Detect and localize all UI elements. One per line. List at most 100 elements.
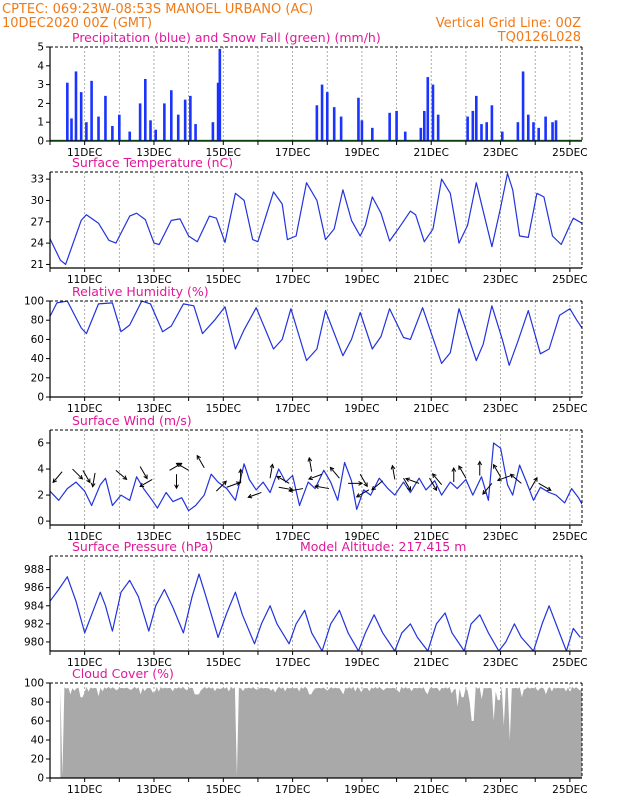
precip-bar bbox=[90, 80, 93, 141]
x-tick-label: 25DEC bbox=[552, 403, 587, 415]
wind-vector bbox=[269, 464, 274, 479]
wind-vector bbox=[458, 465, 467, 479]
wind-arrowhead bbox=[122, 475, 128, 481]
x-tick-label: 23DEC bbox=[483, 147, 518, 159]
precip-bar bbox=[480, 124, 483, 141]
humidity-panel: Relative Humidity (%) 0 20 40 60 80 100 11DEC 13… bbox=[24, 284, 588, 415]
x-tick-label: 15DEC bbox=[206, 784, 241, 796]
wind-vector bbox=[497, 475, 512, 481]
precip-bar bbox=[360, 120, 364, 141]
x-tick-label: 15DEC bbox=[206, 403, 241, 415]
precip-bar bbox=[74, 71, 78, 141]
y-tick-label: 2 bbox=[37, 98, 44, 110]
wind-vector bbox=[276, 475, 290, 484]
x-tick-label: 25DEC bbox=[552, 274, 587, 286]
precip-bar bbox=[474, 95, 478, 141]
wind-arrowhead bbox=[363, 482, 368, 488]
precip-bar bbox=[66, 82, 69, 141]
precip-bar bbox=[395, 110, 398, 141]
panel-title: Surface Temperature (nC) bbox=[72, 155, 233, 170]
wind-arrowhead bbox=[431, 473, 437, 478]
y-tick-label: 0 bbox=[37, 392, 44, 404]
wind-arrowhead bbox=[371, 485, 377, 491]
precip-bar bbox=[85, 122, 88, 141]
x-tick-label: 15DEC bbox=[206, 531, 241, 543]
y-tick-label: 100 bbox=[24, 678, 44, 690]
wind-arrowhead bbox=[222, 480, 227, 486]
wind-arrowhead bbox=[509, 473, 515, 479]
y-tick-label: 986 bbox=[24, 582, 44, 594]
y-tick-label: 0 bbox=[37, 773, 44, 785]
x-tick-label: 23DEC bbox=[483, 403, 518, 415]
wind-vector bbox=[52, 471, 63, 483]
wind-arrowhead bbox=[139, 482, 145, 487]
panel-title: Surface Pressure (hPa) bbox=[72, 539, 213, 554]
y-tick-label: 40 bbox=[31, 735, 44, 747]
precip-bar bbox=[471, 110, 475, 141]
precip-bar bbox=[118, 114, 121, 141]
precip-bar bbox=[97, 116, 100, 141]
precip-bar bbox=[332, 107, 336, 141]
wind-vector bbox=[432, 473, 443, 485]
precip-bar bbox=[403, 131, 407, 141]
x-tick-label: 23DEC bbox=[483, 531, 518, 543]
wind-arrowhead bbox=[404, 477, 410, 482]
wind-arrowhead bbox=[458, 465, 463, 471]
x-tick-label: 13DEC bbox=[136, 784, 171, 796]
precip-bar bbox=[537, 127, 540, 141]
wind-vector bbox=[405, 478, 420, 484]
wind-arrowhead bbox=[247, 493, 253, 499]
y-tick-label: 4 bbox=[37, 60, 44, 72]
y-tick-label: 27 bbox=[31, 216, 44, 228]
precip-bar bbox=[218, 48, 222, 141]
y-tick-label: 33 bbox=[31, 174, 44, 186]
wind-arrowhead bbox=[175, 462, 181, 468]
precip-bar bbox=[388, 112, 391, 141]
wind-arrowhead bbox=[143, 474, 148, 480]
precip-bar bbox=[339, 116, 343, 141]
wind-vector bbox=[82, 470, 91, 483]
wind-arrowhead bbox=[276, 475, 282, 481]
wind-vector bbox=[196, 455, 205, 468]
precip-bar bbox=[104, 95, 107, 141]
wind-vector bbox=[356, 489, 370, 498]
plot-area bbox=[50, 48, 582, 141]
wind-vector bbox=[359, 473, 368, 487]
precip-bar bbox=[485, 122, 488, 141]
series-line bbox=[50, 301, 582, 366]
precip-bar bbox=[128, 131, 132, 141]
wind-vector bbox=[226, 482, 241, 488]
pressure-panel: Surface Pressure (hPa) Model Altitude: 21… bbox=[24, 539, 588, 669]
precip-bar bbox=[500, 131, 504, 141]
wind-vector bbox=[308, 457, 313, 472]
model-altitude-label: Model Altitude: 217.415 m bbox=[300, 539, 466, 554]
x-tick-label: 23DEC bbox=[483, 274, 518, 286]
x-tick-label: 11DEC bbox=[67, 147, 102, 159]
y-tick-label: 60 bbox=[31, 334, 44, 346]
wind-arrowhead bbox=[288, 488, 294, 493]
y-tick-label: 5 bbox=[37, 42, 44, 54]
panel-title: Cloud Cover (%) bbox=[72, 666, 174, 681]
cloud-area bbox=[60, 686, 582, 778]
x-tick-label: 15DEC bbox=[206, 147, 241, 159]
x-tick-label: 17DEC bbox=[275, 784, 310, 796]
wind-arrowhead bbox=[307, 456, 313, 462]
x-tick-label: 19DEC bbox=[344, 531, 379, 543]
wind-arrowhead bbox=[482, 490, 487, 495]
wind-vector bbox=[510, 473, 522, 484]
precip-bar bbox=[516, 122, 520, 141]
wind-vector bbox=[429, 477, 437, 491]
wind-arrowhead bbox=[86, 478, 91, 484]
precip-bar bbox=[371, 127, 374, 141]
y-tick-label: 80 bbox=[31, 315, 44, 327]
x-tick-label: 21DEC bbox=[414, 274, 449, 286]
precipitation-panel: Precipitation (blue) and Snow Fall (gree… bbox=[37, 30, 587, 159]
y-tick-label: 988 bbox=[24, 564, 44, 576]
wind-arrowhead bbox=[546, 486, 552, 491]
precip-bar bbox=[315, 105, 319, 141]
wind-vector bbox=[216, 480, 227, 492]
x-tick-label: 17DEC bbox=[275, 531, 310, 543]
y-tick-label: 60 bbox=[31, 716, 44, 728]
x-tick-label: 19DEC bbox=[344, 147, 379, 159]
precip-bar bbox=[526, 114, 530, 141]
